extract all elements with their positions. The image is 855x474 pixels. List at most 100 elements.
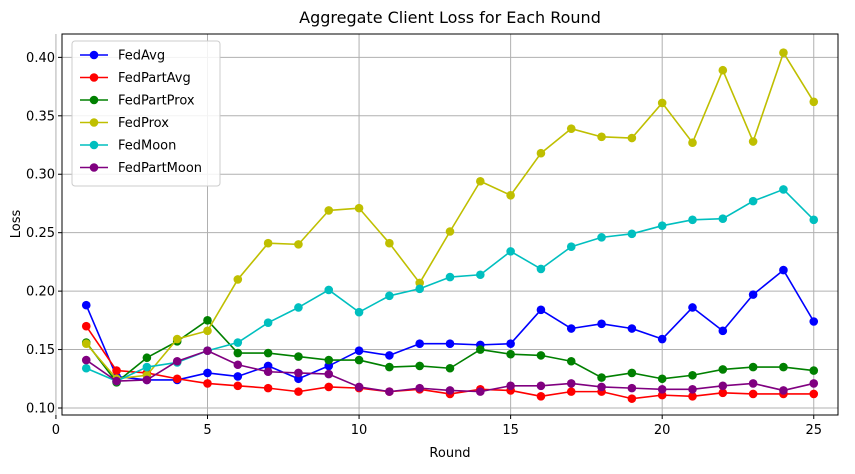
plot-frame [61,33,839,416]
legend-label: FedPartMoon [118,161,202,176]
x-axis-label: Round [429,446,470,461]
data-point-fedprox [718,65,728,75]
y-tick-label: 0.30 [26,168,55,183]
data-point-fedmoon [718,214,728,223]
data-point-fedpartmoon [688,384,697,394]
data-point-fedpartprox [476,345,485,354]
legend-label: FedPartProx [118,94,195,109]
data-point-fedpartprox [263,348,273,358]
data-point-fedpartmoon [233,360,243,370]
legend-swatch-marker [89,118,99,127]
y-axis-label: Loss [9,210,24,239]
data-point-fedpartmoon [536,381,546,391]
data-point-fedmoon [566,242,576,252]
data-point-fedpartmoon [263,367,273,377]
data-point-fedpartprox [445,363,455,373]
series-fedavg [81,265,819,385]
data-point-fedpartprox [688,370,697,380]
data-point-fedpartmoon [415,383,424,393]
data-point-fedprox [294,240,303,249]
data-point-fedpartavg [81,321,91,331]
data-point-fedmoon [445,272,455,282]
series-fedpartmoon [81,346,819,396]
data-point-fedprox [506,190,515,200]
data-point-fedpartprox [506,349,515,359]
data-point-fedavg [385,351,394,360]
data-point-fedmoon [233,338,243,347]
y-tick-label: 0.25 [26,226,55,241]
data-point-fedprox [779,48,788,57]
series-line-fedpartprox [85,319,814,384]
x-tick-label: 15 [502,423,519,438]
data-point-fedpartavg [263,383,273,393]
data-point-fedpartavg [172,374,182,384]
data-point-fedavg [566,324,576,333]
data-point-fedpartmoon [779,386,788,395]
legend-label: FedAvg [118,49,165,64]
data-point-fedprox [566,124,576,133]
data-point-fedpartavg [718,388,728,398]
data-point-fedprox [233,275,243,284]
data-point-fedavg [748,290,758,299]
data-point-fedmoon [779,185,788,194]
data-point-fedmoon [324,285,334,295]
data-point-fedpartprox [233,348,243,358]
data-point-fedpartmoon [112,376,121,386]
data-point-fedpartavg [627,394,637,403]
data-point-fedavg [597,319,606,329]
data-point-fedpartavg [809,389,819,399]
data-point-fedpartprox [718,365,728,374]
data-point-fedpartavg [233,381,243,391]
chart-title: Aggregate Client Loss for Each Round [299,8,601,27]
y-tick-label: 0.35 [26,109,55,124]
data-point-fedpartprox [142,353,152,363]
legend-item-fedpartprox: FedPartProx [80,94,195,109]
data-point-fedmoon [748,196,758,206]
x-tick-label: 10 [351,423,368,438]
legend-label: FedProx [118,116,169,131]
data-point-fedmoon [385,291,394,301]
data-point-fedpartmoon [506,381,515,391]
data-point-fedpartprox [779,362,788,372]
data-point-fedprox [688,138,697,147]
data-point-fedmoon [81,363,91,373]
data-point-fedpartmoon [445,386,455,395]
data-point-fedprox [324,206,334,215]
data-point-fedmoon [506,247,515,256]
data-point-fedpartmoon [809,379,819,388]
data-point-fedavg [809,317,819,326]
data-point-fedmoon [263,318,273,327]
data-point-fedavg [415,339,424,349]
data-point-fedavg [627,324,637,333]
data-point-fedpartmoon [203,346,212,356]
data-point-fedpartmoon [566,379,576,388]
data-point-fedpartprox [597,373,606,382]
data-point-fedmoon [142,362,152,372]
data-point-fedpartmoon [354,382,364,392]
data-point-fedavg [354,346,364,356]
data-point-fedavg [203,368,212,378]
series-line-fedavg [85,269,815,381]
data-point-fedpartmoon [172,356,182,366]
data-point-fedpartprox [627,368,637,378]
legend-swatch-marker [89,50,99,60]
data-point-fedpartprox [809,366,819,375]
data-point-fedpartmoon [294,368,303,378]
data-point-fedavg [81,300,91,310]
data-point-fedmoon [294,303,303,312]
x-tick-label: 5 [203,423,211,438]
y-axis: 0.10 0.15 0.20 0.25 0.30 0.35 0.40 [26,51,62,416]
legend-swatch-marker [89,73,99,82]
legend-swatch-marker [89,163,99,172]
data-point-fedmoon [657,221,667,230]
series-layer [81,48,819,403]
data-point-fedprox [172,334,182,344]
legend-item-fedmoon: FedMoon [80,139,176,154]
data-point-fedprox [81,339,91,349]
data-point-fedpartavg [688,392,697,401]
x-tick-label: 20 [654,423,671,438]
data-point-fedpartavg [203,379,212,388]
y-tick-label: 0.20 [26,285,55,300]
data-point-fedprox [748,137,758,146]
